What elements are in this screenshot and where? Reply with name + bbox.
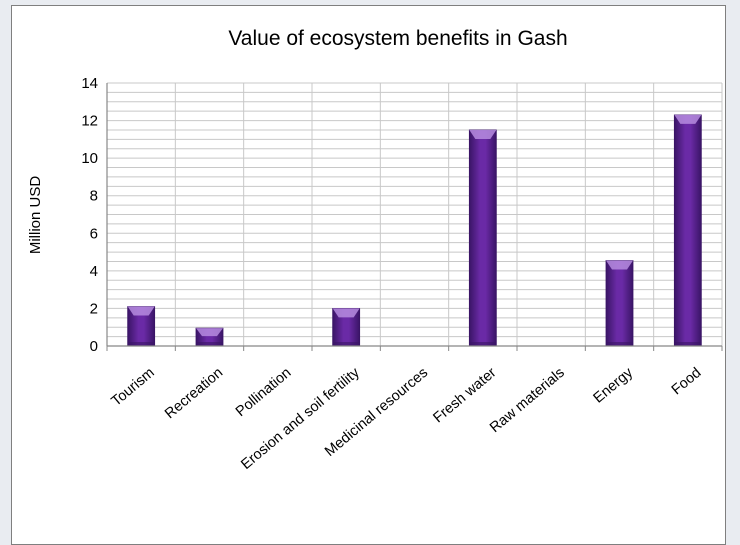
y-axis-title: Million USD [27, 176, 44, 255]
x-tick-label: Raw materials [487, 365, 568, 436]
x-tick-label: Pollination [233, 365, 295, 420]
x-tick-label: Food [669, 365, 705, 399]
bar [332, 308, 361, 347]
x-tick-label: Energy [591, 364, 637, 406]
bar [127, 306, 156, 347]
y-tick-label: 0 [90, 338, 98, 355]
chart-title: Value of ecosystem benefits in Gash [228, 27, 567, 50]
bar [468, 129, 497, 347]
y-tick-label: 2 [90, 300, 98, 317]
bars [127, 114, 702, 347]
x-tick-label: Erosion and soil fertility [238, 364, 363, 473]
y-tick-label: 12 [81, 113, 98, 130]
y-tick-label: 14 [81, 75, 98, 92]
x-tick-label: Fresh water [430, 365, 499, 427]
bar [195, 327, 224, 347]
bar [605, 260, 634, 347]
y-tick-labels: 0 2 4 6 8 10 12 14 [81, 75, 98, 355]
x-tick-label: Tourism [109, 365, 158, 410]
x-tick-label: Recreation [162, 365, 226, 422]
y-tick-label: 8 [90, 188, 98, 205]
y-tick-label: 10 [81, 150, 98, 167]
bar [673, 114, 702, 347]
y-tick-label: 4 [90, 263, 98, 280]
axes [106, 83, 723, 351]
y-tick-label: 6 [90, 225, 98, 242]
